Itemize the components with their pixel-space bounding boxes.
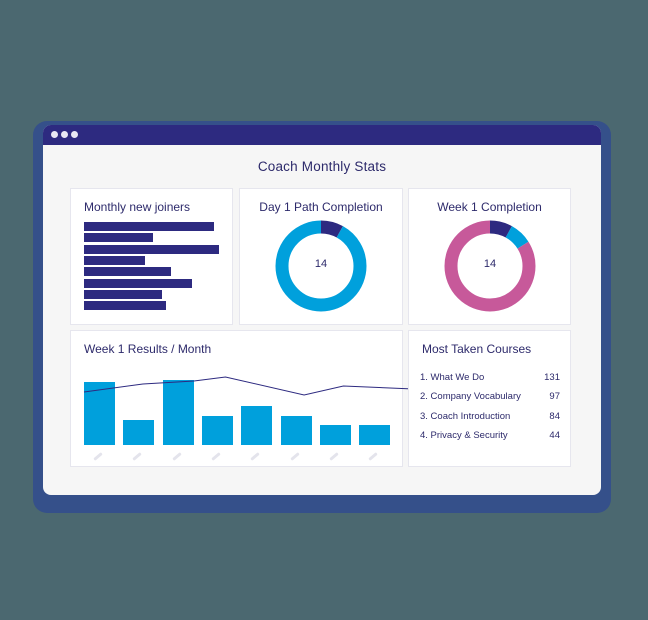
dashboard-window: Coach Monthly Stats Monthly new joiners …: [43, 125, 601, 495]
trend-line: [83, 376, 414, 396]
joiners-bar: [84, 301, 166, 311]
donut-chart-week1: [444, 220, 536, 312]
card-title: Monthly new joiners: [84, 200, 191, 214]
results-bar: [359, 425, 391, 445]
card-week1-results-month: Week 1 Results / Month: [70, 330, 414, 467]
course-name: 4. Privacy & Security: [420, 430, 508, 441]
results-bar: [319, 425, 351, 445]
results-bar: [241, 406, 273, 445]
joiners-bar: [84, 244, 219, 254]
card-week1-completion: Week 1 Completion 14: [408, 188, 571, 325]
results-bar: [201, 416, 233, 445]
donut-segment: [275, 220, 367, 312]
results-bar: [280, 416, 312, 445]
joiners-bar: [84, 255, 145, 265]
card-title: Day 1 Path Completion: [259, 200, 383, 214]
donut-center-value: 14: [483, 258, 497, 270]
course-name: 2. Company Vocabulary: [420, 391, 521, 402]
card-most-taken-courses: Most Taken Courses 1. What We Do 131 2. …: [408, 330, 571, 467]
results-bar: [84, 382, 115, 445]
results-bar: [123, 420, 155, 445]
joiners-bar: [84, 267, 171, 277]
card-title: Week 1 Completion: [437, 200, 542, 214]
course-count: 84: [549, 411, 560, 422]
donut-segment: [444, 220, 536, 312]
window-dot-icon[interactable]: [71, 131, 78, 138]
donut-chart-day1: [275, 220, 367, 312]
course-count: 44: [549, 430, 560, 441]
donut-center-value: 14: [314, 258, 328, 270]
course-count: 131: [544, 372, 560, 383]
joiners-bar: [84, 233, 153, 243]
card-monthly-new-joiners: Monthly new joiners: [70, 188, 233, 325]
window-dot-icon[interactable]: [61, 131, 68, 138]
card-title: Most Taken Courses: [422, 342, 532, 356]
card-title: Week 1 Results / Month: [84, 342, 212, 356]
joiners-bar: [84, 278, 192, 288]
course-name: 3. Coach Introduction: [420, 411, 511, 422]
course-count: 97: [549, 391, 560, 402]
window-dot-icon[interactable]: [51, 131, 58, 138]
joiners-bar: [84, 289, 162, 299]
course-name: 1. What We Do: [420, 372, 485, 383]
title-bar: [43, 125, 601, 145]
card-day1-path-completion: Day 1 Path Completion 14: [239, 188, 403, 325]
joiners-bar: [84, 222, 214, 231]
page-title: Coach Monthly Stats: [257, 159, 387, 174]
results-bar: [162, 380, 194, 445]
